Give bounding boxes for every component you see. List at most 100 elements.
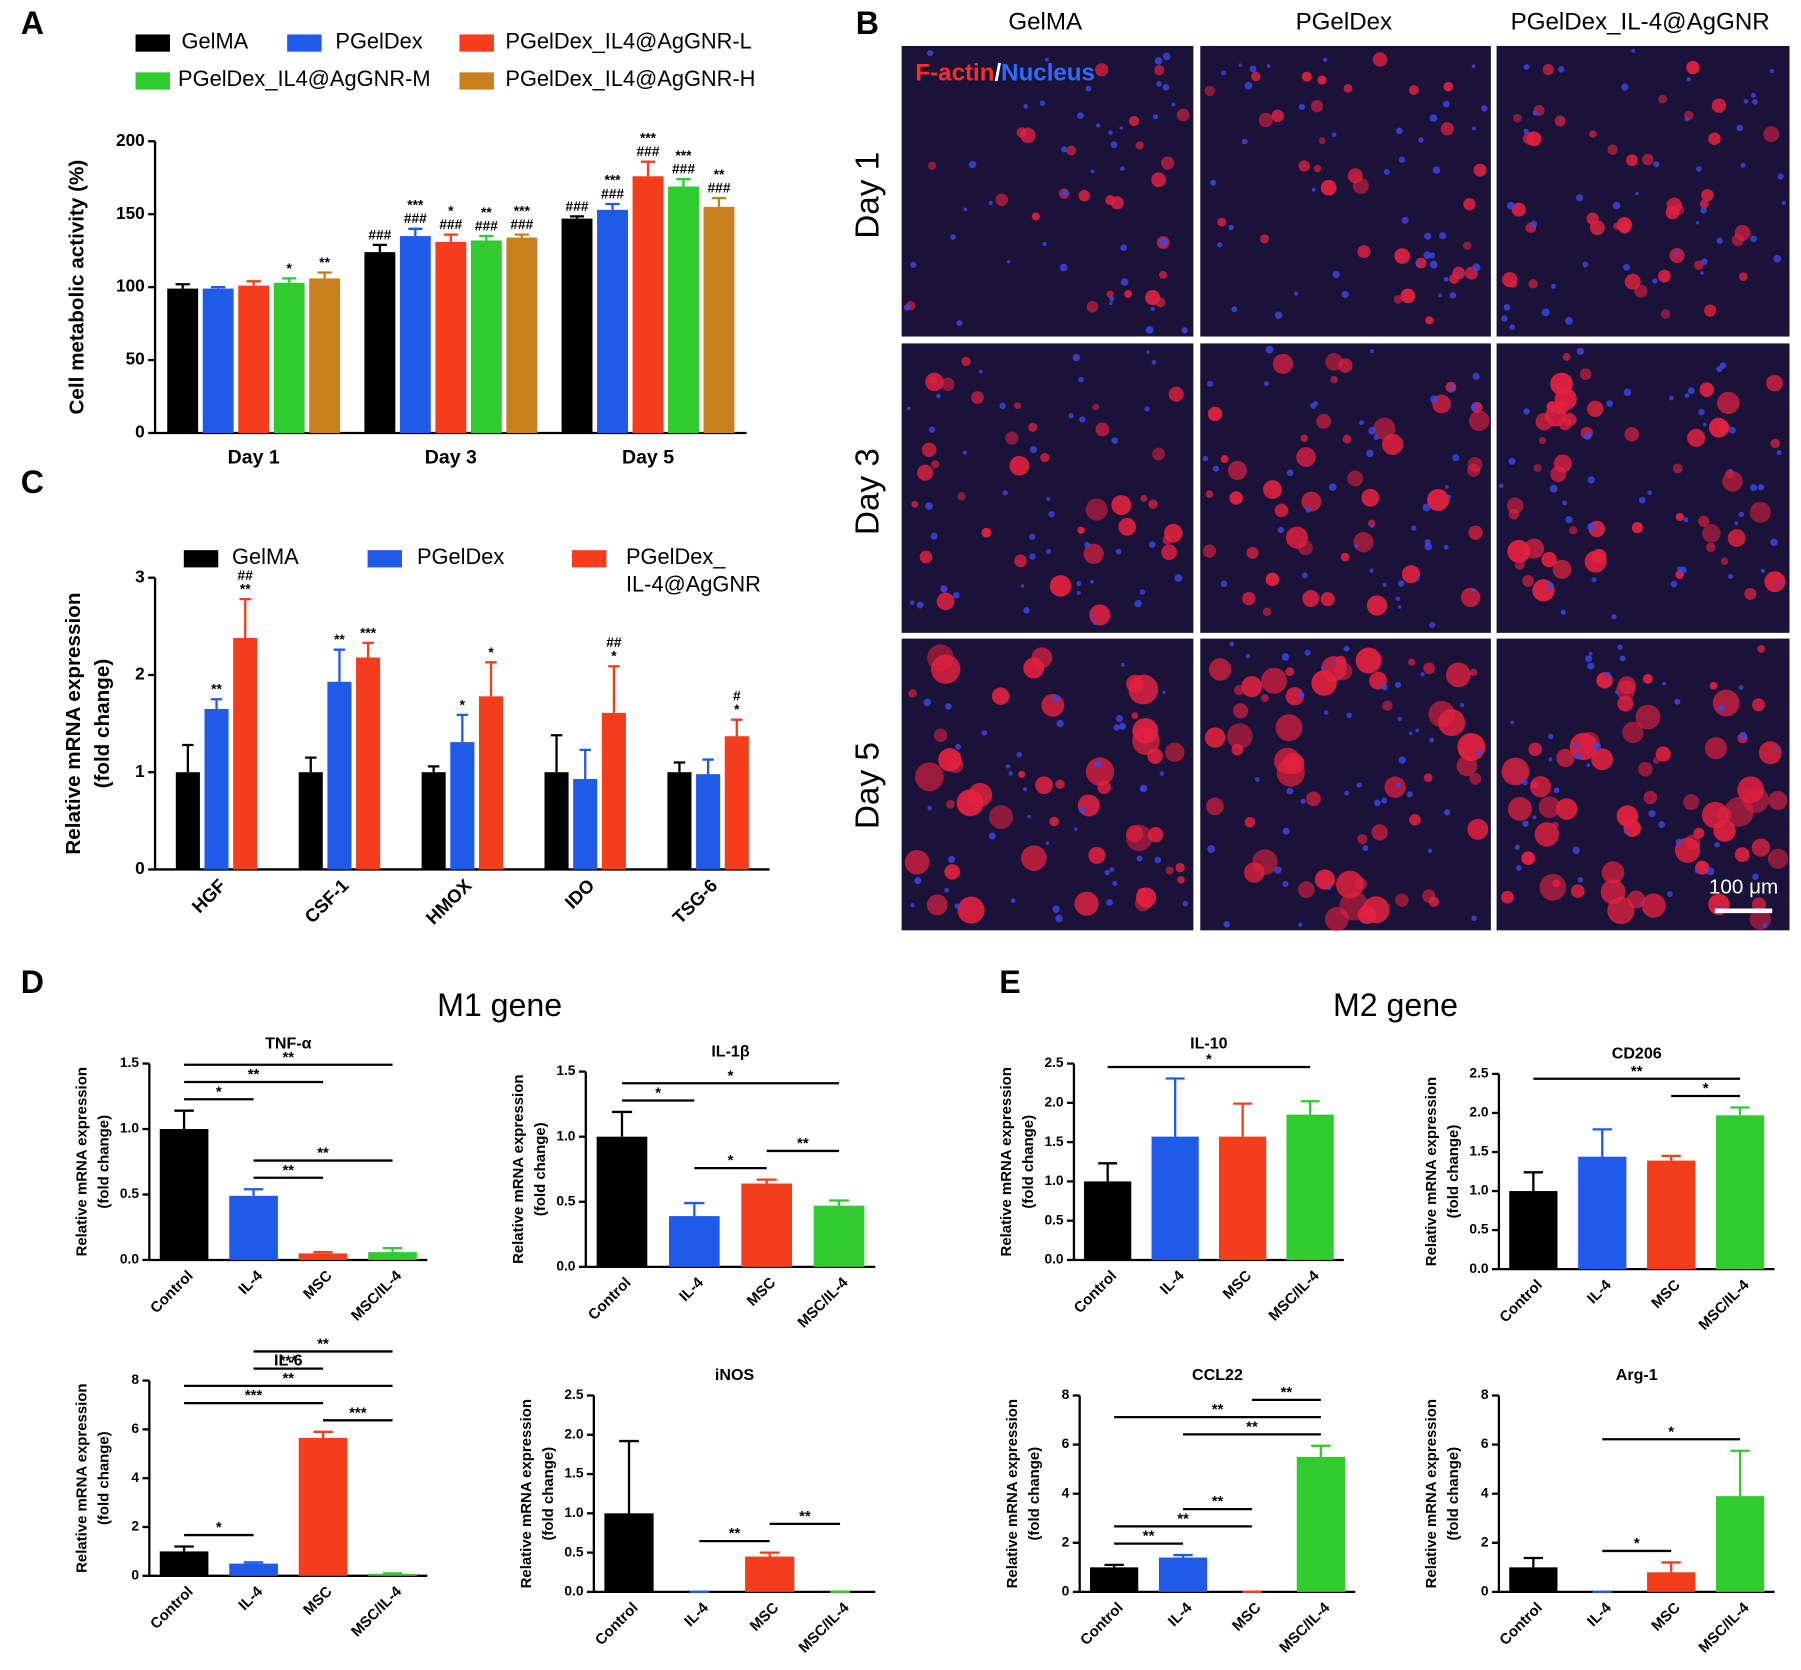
nucleus bbox=[1207, 845, 1216, 854]
bar bbox=[175, 772, 200, 870]
nucleus bbox=[1020, 584, 1025, 588]
nucleus bbox=[1368, 426, 1376, 435]
nucleus bbox=[1698, 408, 1705, 416]
cell bbox=[1408, 85, 1419, 95]
nucleus bbox=[1523, 128, 1529, 135]
significance-label: ** bbox=[319, 255, 330, 270]
legend-swatch bbox=[572, 550, 607, 568]
cell bbox=[1205, 490, 1214, 498]
nucleus bbox=[1182, 900, 1189, 907]
x-tick-label: Control bbox=[585, 1274, 635, 1324]
cell bbox=[1626, 154, 1638, 167]
nucleus bbox=[1429, 252, 1436, 259]
nucleus bbox=[1449, 292, 1457, 299]
cell bbox=[1698, 515, 1710, 527]
error-bar bbox=[1592, 1128, 1612, 1157]
y-tick-label: 6 bbox=[1062, 1436, 1070, 1451]
significance-label: *** bbox=[245, 1387, 263, 1404]
significance-label: ### bbox=[566, 199, 589, 214]
cell bbox=[989, 805, 1014, 830]
significance-label: ** bbox=[1281, 1384, 1293, 1401]
cell bbox=[1306, 791, 1321, 807]
nucleus bbox=[1281, 653, 1290, 661]
nucleus bbox=[1301, 572, 1308, 579]
significance-label: * bbox=[216, 1519, 222, 1536]
nucleus bbox=[1587, 476, 1595, 484]
legend-swatch bbox=[459, 34, 494, 52]
nucleus bbox=[1501, 315, 1508, 322]
nucleus bbox=[1591, 577, 1597, 583]
nucleus bbox=[1762, 923, 1768, 928]
cell bbox=[1296, 447, 1316, 467]
nucleus bbox=[1532, 110, 1538, 116]
nucleus bbox=[1420, 671, 1425, 677]
cell bbox=[1463, 241, 1472, 250]
nucleus bbox=[1458, 272, 1463, 277]
nucleus bbox=[1471, 126, 1477, 131]
bar bbox=[368, 1573, 417, 1576]
cell bbox=[1005, 431, 1019, 445]
nucleus bbox=[1662, 681, 1666, 686]
column-header: PGelDex bbox=[1296, 8, 1392, 35]
nucleus bbox=[1046, 496, 1051, 502]
cell bbox=[1553, 454, 1572, 473]
cell bbox=[1362, 896, 1390, 924]
x-tick-label: MSC bbox=[300, 1583, 336, 1619]
nucleus bbox=[963, 207, 968, 212]
cell bbox=[1298, 881, 1315, 898]
cell bbox=[1461, 587, 1481, 608]
nucleus bbox=[1472, 263, 1481, 272]
nucleus bbox=[1341, 290, 1349, 299]
nucleus bbox=[1415, 260, 1420, 265]
nucleus bbox=[1623, 829, 1629, 834]
nucleus bbox=[1738, 511, 1745, 518]
nucleus bbox=[1716, 237, 1723, 244]
significance-label: ### bbox=[672, 162, 695, 177]
nucleus bbox=[1113, 724, 1120, 731]
nucleus bbox=[1401, 216, 1409, 224]
nucleus bbox=[1773, 254, 1782, 263]
cell bbox=[1382, 700, 1393, 711]
error-bar bbox=[313, 1250, 333, 1254]
significance-label: *** bbox=[675, 148, 692, 163]
bar bbox=[1219, 1136, 1267, 1260]
nucleus bbox=[1023, 607, 1030, 614]
bar bbox=[167, 288, 199, 434]
cell bbox=[1641, 893, 1666, 918]
nucleus bbox=[925, 502, 933, 510]
cell bbox=[1361, 488, 1380, 507]
nucleus bbox=[1231, 306, 1238, 313]
cell bbox=[1148, 499, 1158, 509]
cell bbox=[1440, 122, 1454, 136]
nucleus bbox=[1059, 263, 1068, 272]
cell bbox=[1258, 112, 1273, 128]
cell bbox=[1265, 572, 1280, 587]
significance-label: ## bbox=[606, 635, 622, 650]
nucleus bbox=[1631, 48, 1636, 53]
nucleus bbox=[1076, 590, 1081, 596]
nucleus bbox=[1078, 376, 1085, 383]
cell bbox=[1738, 272, 1748, 281]
cell bbox=[1031, 647, 1053, 669]
cell bbox=[1078, 189, 1091, 202]
nucleus bbox=[1328, 483, 1337, 491]
nucleus bbox=[1383, 168, 1390, 175]
legend-label: PGelDex_ bbox=[626, 544, 726, 569]
error-bar bbox=[676, 178, 691, 187]
cell bbox=[1106, 290, 1114, 298]
nucleus bbox=[1619, 655, 1626, 662]
cell bbox=[1275, 714, 1303, 742]
nucleus bbox=[910, 902, 915, 908]
nucleus bbox=[1696, 166, 1702, 172]
nucleus bbox=[999, 402, 1006, 410]
cell bbox=[1014, 554, 1027, 568]
nucleus bbox=[1674, 251, 1679, 256]
cell bbox=[1501, 890, 1514, 904]
y-tick-label: 0.5 bbox=[120, 1186, 139, 1201]
error-bar bbox=[372, 243, 387, 253]
error-bar bbox=[711, 197, 727, 207]
cell bbox=[1616, 217, 1632, 233]
nucleus bbox=[1562, 500, 1568, 506]
